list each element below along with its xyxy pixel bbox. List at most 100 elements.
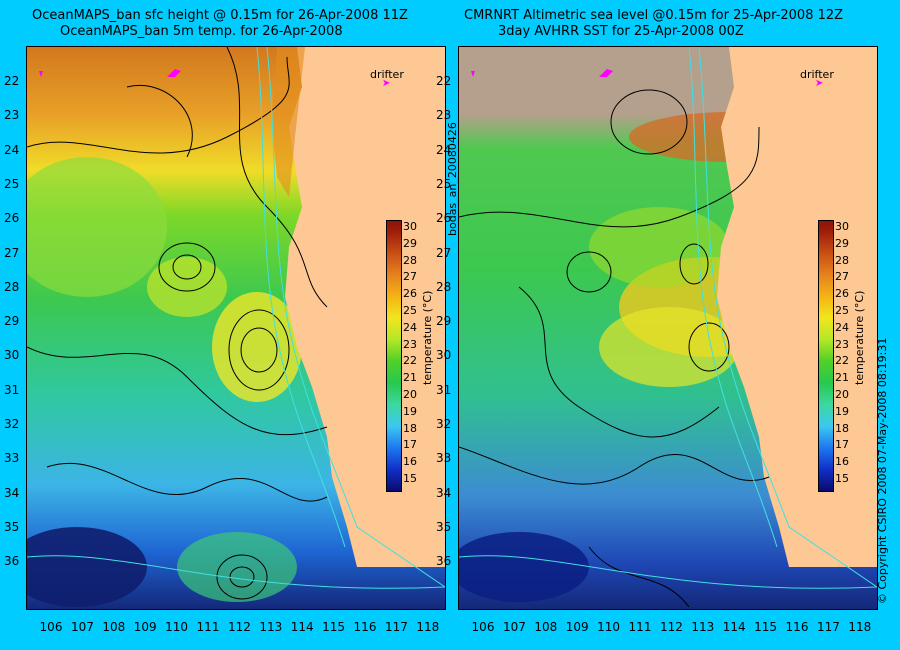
right-sst-map bbox=[459, 47, 877, 609]
right-drifter-icon: ➤ bbox=[815, 78, 824, 89]
left-colorbar-tick: 29 bbox=[403, 236, 417, 250]
right-y-tick: 26 bbox=[436, 211, 452, 226]
right-colorbar-tick: 30 bbox=[835, 220, 849, 233]
right-x-tick: 109 bbox=[565, 620, 589, 634]
left-colorbar-tick: 19 bbox=[403, 404, 417, 418]
right-colorbar-tick: 17 bbox=[835, 438, 849, 452]
right-y-tick: 22 bbox=[436, 74, 452, 88]
right-x-tick: 118 bbox=[848, 620, 872, 634]
left-colorbar-tick: 27 bbox=[403, 270, 417, 284]
left-y-tick: 32 bbox=[4, 417, 20, 431]
right-y-tick: 33 bbox=[436, 451, 452, 466]
right-map-panel bbox=[458, 46, 878, 610]
left-land bbox=[285, 47, 445, 567]
left-drifter-icon: ➤ bbox=[382, 78, 391, 89]
left-sst-map bbox=[27, 47, 445, 609]
left-y-tick: 34 bbox=[4, 485, 20, 500]
right-y-tick: 29 bbox=[436, 314, 452, 329]
right-x-tick: 110 bbox=[597, 620, 621, 634]
right-x-tick: 115 bbox=[754, 620, 778, 634]
right-colorbar bbox=[818, 220, 834, 492]
right-land bbox=[717, 47, 877, 567]
right-title-line2: 3day AVHRR SST for 25-Apr-2008 00Z bbox=[498, 24, 744, 39]
left-x-tick: 109 bbox=[133, 620, 157, 634]
left-colorbar-label: temperature (°C) bbox=[421, 290, 434, 385]
left-y-tick: 33 bbox=[4, 451, 20, 466]
left-drifter-track bbox=[167, 69, 181, 77]
right-colorbar-tick: 28 bbox=[835, 253, 849, 267]
left-height-contours bbox=[27, 47, 328, 600]
left-y-tick: 26 bbox=[4, 211, 20, 226]
right-colorbar-tick: 21 bbox=[835, 371, 849, 385]
left-x-tick: 106 bbox=[39, 620, 63, 634]
left-colorbar-tick: 22 bbox=[403, 354, 417, 368]
right-y-tick: 34 bbox=[436, 485, 452, 500]
left-x-tick: 114 bbox=[290, 620, 314, 634]
right-x-tick: 107 bbox=[502, 620, 526, 634]
right-bathymetry-contours bbox=[459, 47, 877, 589]
copyright-notice: © Copyright CSIRO 2008 07-May-2008 08:19… bbox=[876, 337, 889, 604]
left-y-tick: 24 bbox=[4, 142, 20, 157]
right-colorbar-tick: 24 bbox=[835, 320, 849, 334]
right-drifter-track bbox=[599, 69, 613, 77]
right-x-tick: 108 bbox=[534, 620, 558, 634]
right-colorbar-tick: 26 bbox=[835, 287, 849, 301]
left-x-tick: 107 bbox=[70, 620, 94, 634]
left-colorbar-tick: 17 bbox=[403, 438, 417, 452]
left-y-tick: 35 bbox=[4, 519, 20, 534]
right-colorbar-tick: 23 bbox=[835, 337, 849, 351]
left-y-tick: 27 bbox=[4, 245, 20, 260]
left-drifter-label: drifter bbox=[370, 68, 404, 81]
right-colorbar-tick: 20 bbox=[835, 388, 849, 401]
right-y-tick: 24 bbox=[436, 142, 452, 157]
right-colorbar-tick: 19 bbox=[835, 404, 849, 418]
left-x-tick: 118 bbox=[416, 620, 440, 634]
right-y-tick: 28 bbox=[436, 279, 452, 294]
left-y-tick: 36 bbox=[4, 554, 20, 569]
left-colorbar-tick: 21 bbox=[403, 371, 417, 385]
right-colorbar-tick: 25 bbox=[835, 304, 849, 317]
right-colorbar-tick: 15 bbox=[835, 472, 849, 485]
left-y-tick: 22 bbox=[4, 74, 20, 88]
left-y-tick: 23 bbox=[4, 108, 20, 123]
right-y-tick: 30 bbox=[436, 348, 452, 363]
right-colorbar-tick: 22 bbox=[835, 354, 849, 368]
left-x-tick: 115 bbox=[322, 620, 346, 634]
right-drifter-track-small bbox=[471, 71, 475, 77]
left-drifter-track-small bbox=[39, 71, 43, 77]
left-x-tick: 116 bbox=[353, 620, 377, 634]
right-y-tick: 32 bbox=[436, 417, 452, 431]
left-y-tick: 29 bbox=[4, 314, 20, 329]
right-colorbar-tick: 16 bbox=[835, 455, 849, 469]
left-x-tick: 117 bbox=[384, 620, 408, 634]
right-x-tick: 116 bbox=[785, 620, 809, 634]
left-colorbar-tick: 20 bbox=[403, 388, 417, 401]
right-x-tick: 112 bbox=[659, 620, 683, 634]
right-y-tick: 25 bbox=[436, 176, 452, 191]
left-y-tick: 31 bbox=[4, 382, 20, 397]
right-y-tick: 36 bbox=[436, 554, 452, 569]
right-y-tick: 27 bbox=[436, 245, 452, 260]
right-title-line1: CMRNRT Altimetric sea level @0.15m for 2… bbox=[464, 8, 844, 23]
left-x-tick: 108 bbox=[102, 620, 126, 634]
left-colorbar bbox=[386, 220, 402, 492]
left-map-panel bbox=[26, 46, 446, 610]
left-colorbar-tick: 26 bbox=[403, 287, 417, 301]
left-y-tick: 25 bbox=[4, 176, 20, 191]
left-title-line2: OceanMAPS_ban 5m temp. for 26-Apr-2008 bbox=[60, 24, 343, 39]
right-colorbar-tick: 29 bbox=[835, 236, 849, 250]
left-x-tick: 111 bbox=[196, 620, 220, 634]
right-y-tick: 23 bbox=[436, 108, 452, 123]
right-colorbar-tick: 27 bbox=[835, 270, 849, 284]
right-y-tick: 35 bbox=[436, 519, 452, 534]
right-x-tick: 117 bbox=[816, 620, 840, 634]
right-x-tick: 113 bbox=[691, 620, 715, 634]
right-y-tick: 31 bbox=[436, 382, 452, 397]
left-colorbar-tick: 30 bbox=[403, 220, 417, 233]
right-x-tick: 106 bbox=[471, 620, 495, 634]
left-title-line1: OceanMAPS_ban sfc height @ 0.15m for 26-… bbox=[32, 8, 408, 23]
right-colorbar-tick: 18 bbox=[835, 421, 849, 435]
left-colorbar-tick: 25 bbox=[403, 304, 417, 317]
left-colorbar-tick: 23 bbox=[403, 337, 417, 351]
left-x-tick: 113 bbox=[259, 620, 283, 634]
